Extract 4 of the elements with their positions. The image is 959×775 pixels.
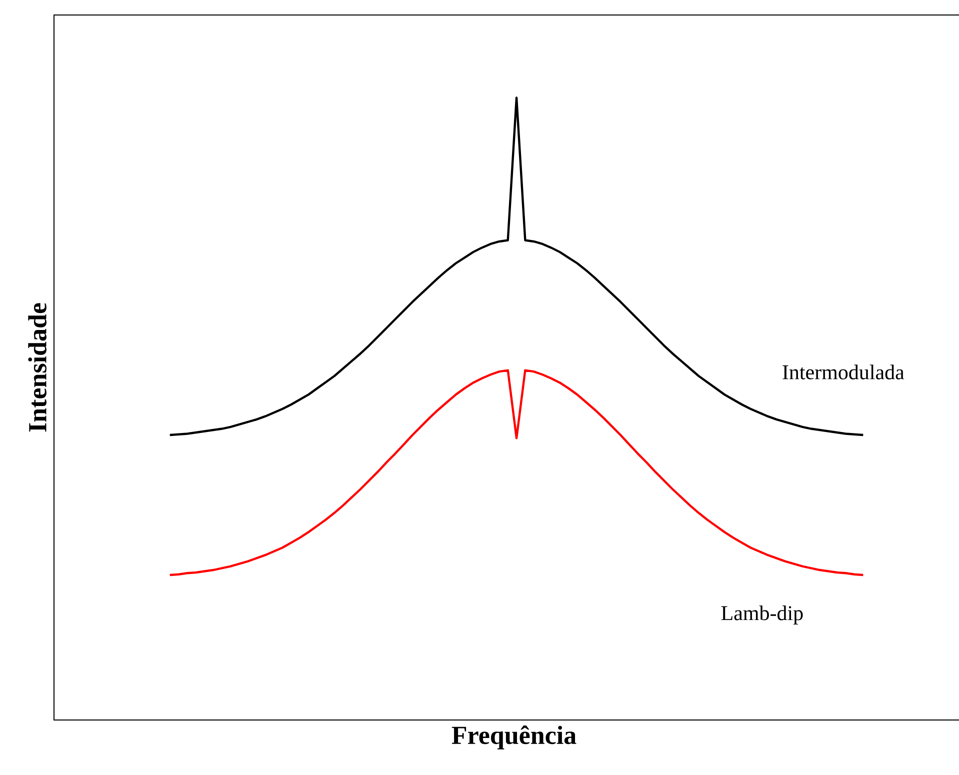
series-label: Lamb-dip — [721, 605, 803, 625]
y-axis-title: Intensidade — [28, 303, 46, 432]
x-axis-title: Frequência — [452, 726, 576, 750]
series-label: Intermodulada — [782, 364, 904, 380]
